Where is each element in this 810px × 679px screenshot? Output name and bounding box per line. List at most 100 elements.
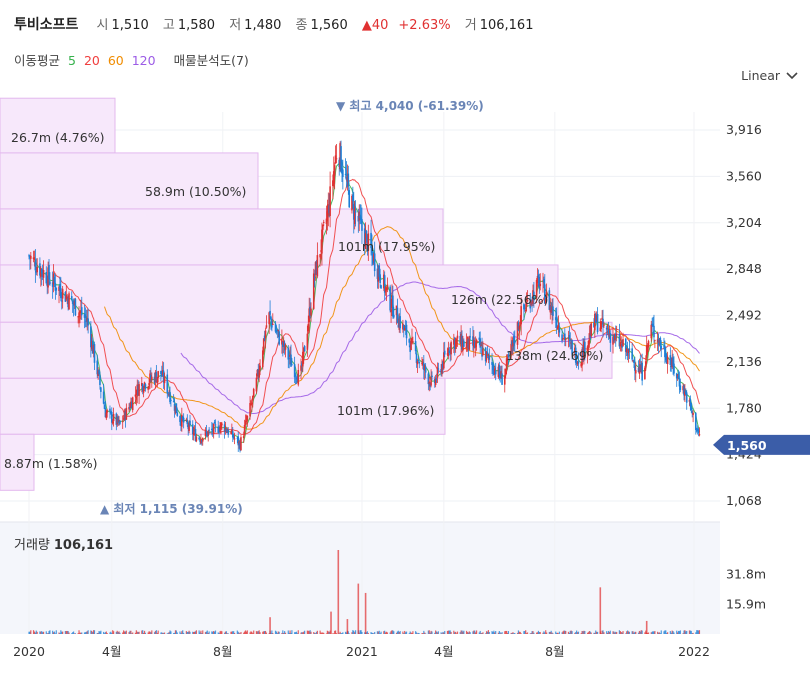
volume-bar: [555, 631, 557, 634]
volume-bar: [442, 631, 444, 634]
candle-body: [154, 371, 157, 383]
volume-bar: [225, 631, 228, 634]
candle-body: [543, 279, 545, 283]
volume-profile-bar[interactable]: [0, 433, 35, 491]
ma20-legend[interactable]: 20: [83, 53, 100, 68]
volume-bar: [456, 631, 459, 634]
volume-profile-legend[interactable]: 매물분석도(7): [173, 53, 249, 68]
volume-bar: [594, 632, 596, 634]
volume-bar: [495, 631, 497, 634]
ma5-legend[interactable]: 5: [68, 53, 76, 68]
candle-body: [513, 340, 516, 344]
candle-body: [443, 350, 446, 355]
candle-body: [412, 341, 414, 343]
volume-bar: [366, 631, 369, 634]
volume-bar: [227, 633, 229, 634]
ma120-legend[interactable]: 120: [131, 53, 156, 68]
volume-bar: [328, 631, 330, 634]
candle-body: [456, 335, 459, 339]
candle-body: [80, 310, 82, 312]
candle-body: [563, 335, 565, 337]
volume-bar: [444, 630, 446, 634]
volume-bar: [302, 632, 304, 634]
scale-selector[interactable]: Linear: [741, 68, 798, 83]
candle-body: [613, 335, 615, 341]
volume-bar: [262, 631, 264, 634]
volume-bar: [435, 630, 437, 634]
candle-body: [499, 373, 502, 379]
candle-body: [609, 333, 612, 343]
candle-body: [542, 280, 544, 282]
volume-bar: [294, 632, 297, 634]
change-percent: +2.63%: [398, 18, 451, 33]
volume-bar: [378, 630, 380, 634]
volume-bar: [249, 632, 251, 634]
volume-bar: [47, 633, 49, 634]
candle-body: [454, 339, 457, 347]
candle-body: [141, 383, 143, 386]
volume-profile-bar[interactable]: [0, 208, 444, 266]
volume-bar: [697, 630, 699, 634]
volume-bar: [622, 631, 624, 634]
volume-profile-bar[interactable]: [0, 97, 116, 154]
volume-bar: [200, 630, 202, 634]
volume-profile-bar[interactable]: [0, 321, 613, 379]
candle-body: [465, 341, 468, 349]
volume-bar: [519, 631, 521, 634]
candle-body: [136, 384, 139, 396]
candle-body: [41, 270, 44, 278]
volume-bar: [619, 631, 621, 634]
candle-body: [526, 300, 529, 302]
volume-bar: [348, 633, 350, 634]
candle-body: [155, 372, 158, 383]
volume-bar: [561, 632, 563, 634]
volume-bar: [455, 633, 458, 634]
candle-body: [73, 301, 76, 305]
volume-bar: [425, 633, 427, 634]
volume-bar: [475, 630, 478, 634]
volume-bar: [411, 633, 413, 634]
ma60-legend[interactable]: 60: [107, 53, 124, 68]
volume-bar: [372, 632, 374, 634]
volume-bar: [682, 633, 684, 634]
candle-body: [517, 322, 520, 331]
volume-profile-bar[interactable]: [0, 264, 559, 323]
volume-bar: [575, 632, 577, 634]
candle-body: [157, 371, 159, 378]
candle-body: [364, 232, 367, 250]
volume-bar: [697, 630, 700, 634]
volume-bar: [259, 632, 261, 634]
candle-body: [327, 204, 330, 215]
candle-body: [373, 253, 376, 272]
current-price-marker: [713, 434, 810, 455]
candle-body: [282, 341, 285, 346]
volume-bar: [671, 630, 673, 634]
volume-bar: [238, 632, 240, 634]
candle-body: [398, 318, 401, 330]
candle-body: [697, 429, 700, 433]
x-tick-label: 2021: [346, 644, 378, 659]
volume-bar: [320, 632, 322, 634]
volume-bar: [80, 632, 82, 634]
volume-bar: [33, 631, 36, 634]
candle-body: [339, 143, 341, 170]
volume-bar: [453, 630, 455, 634]
volume-bar: [207, 632, 209, 634]
volume-bar: [49, 630, 51, 634]
candle-body: [153, 376, 156, 384]
candle-body: [175, 403, 178, 413]
x-tick-label: 2022: [678, 644, 710, 659]
volume-bar: [424, 632, 426, 634]
volume-bar: [102, 631, 105, 634]
volume-bar: [482, 632, 484, 634]
x-tick-label: 8월: [213, 644, 232, 659]
chevron-down-icon: [786, 71, 798, 79]
volume-bar: [607, 630, 610, 634]
candle-body: [386, 284, 389, 290]
volume-bar: [334, 630, 337, 634]
candle-body: [473, 341, 476, 348]
volume-bar: [93, 630, 96, 634]
candle-body: [466, 336, 469, 345]
volume-profile-bar[interactable]: [0, 152, 259, 210]
